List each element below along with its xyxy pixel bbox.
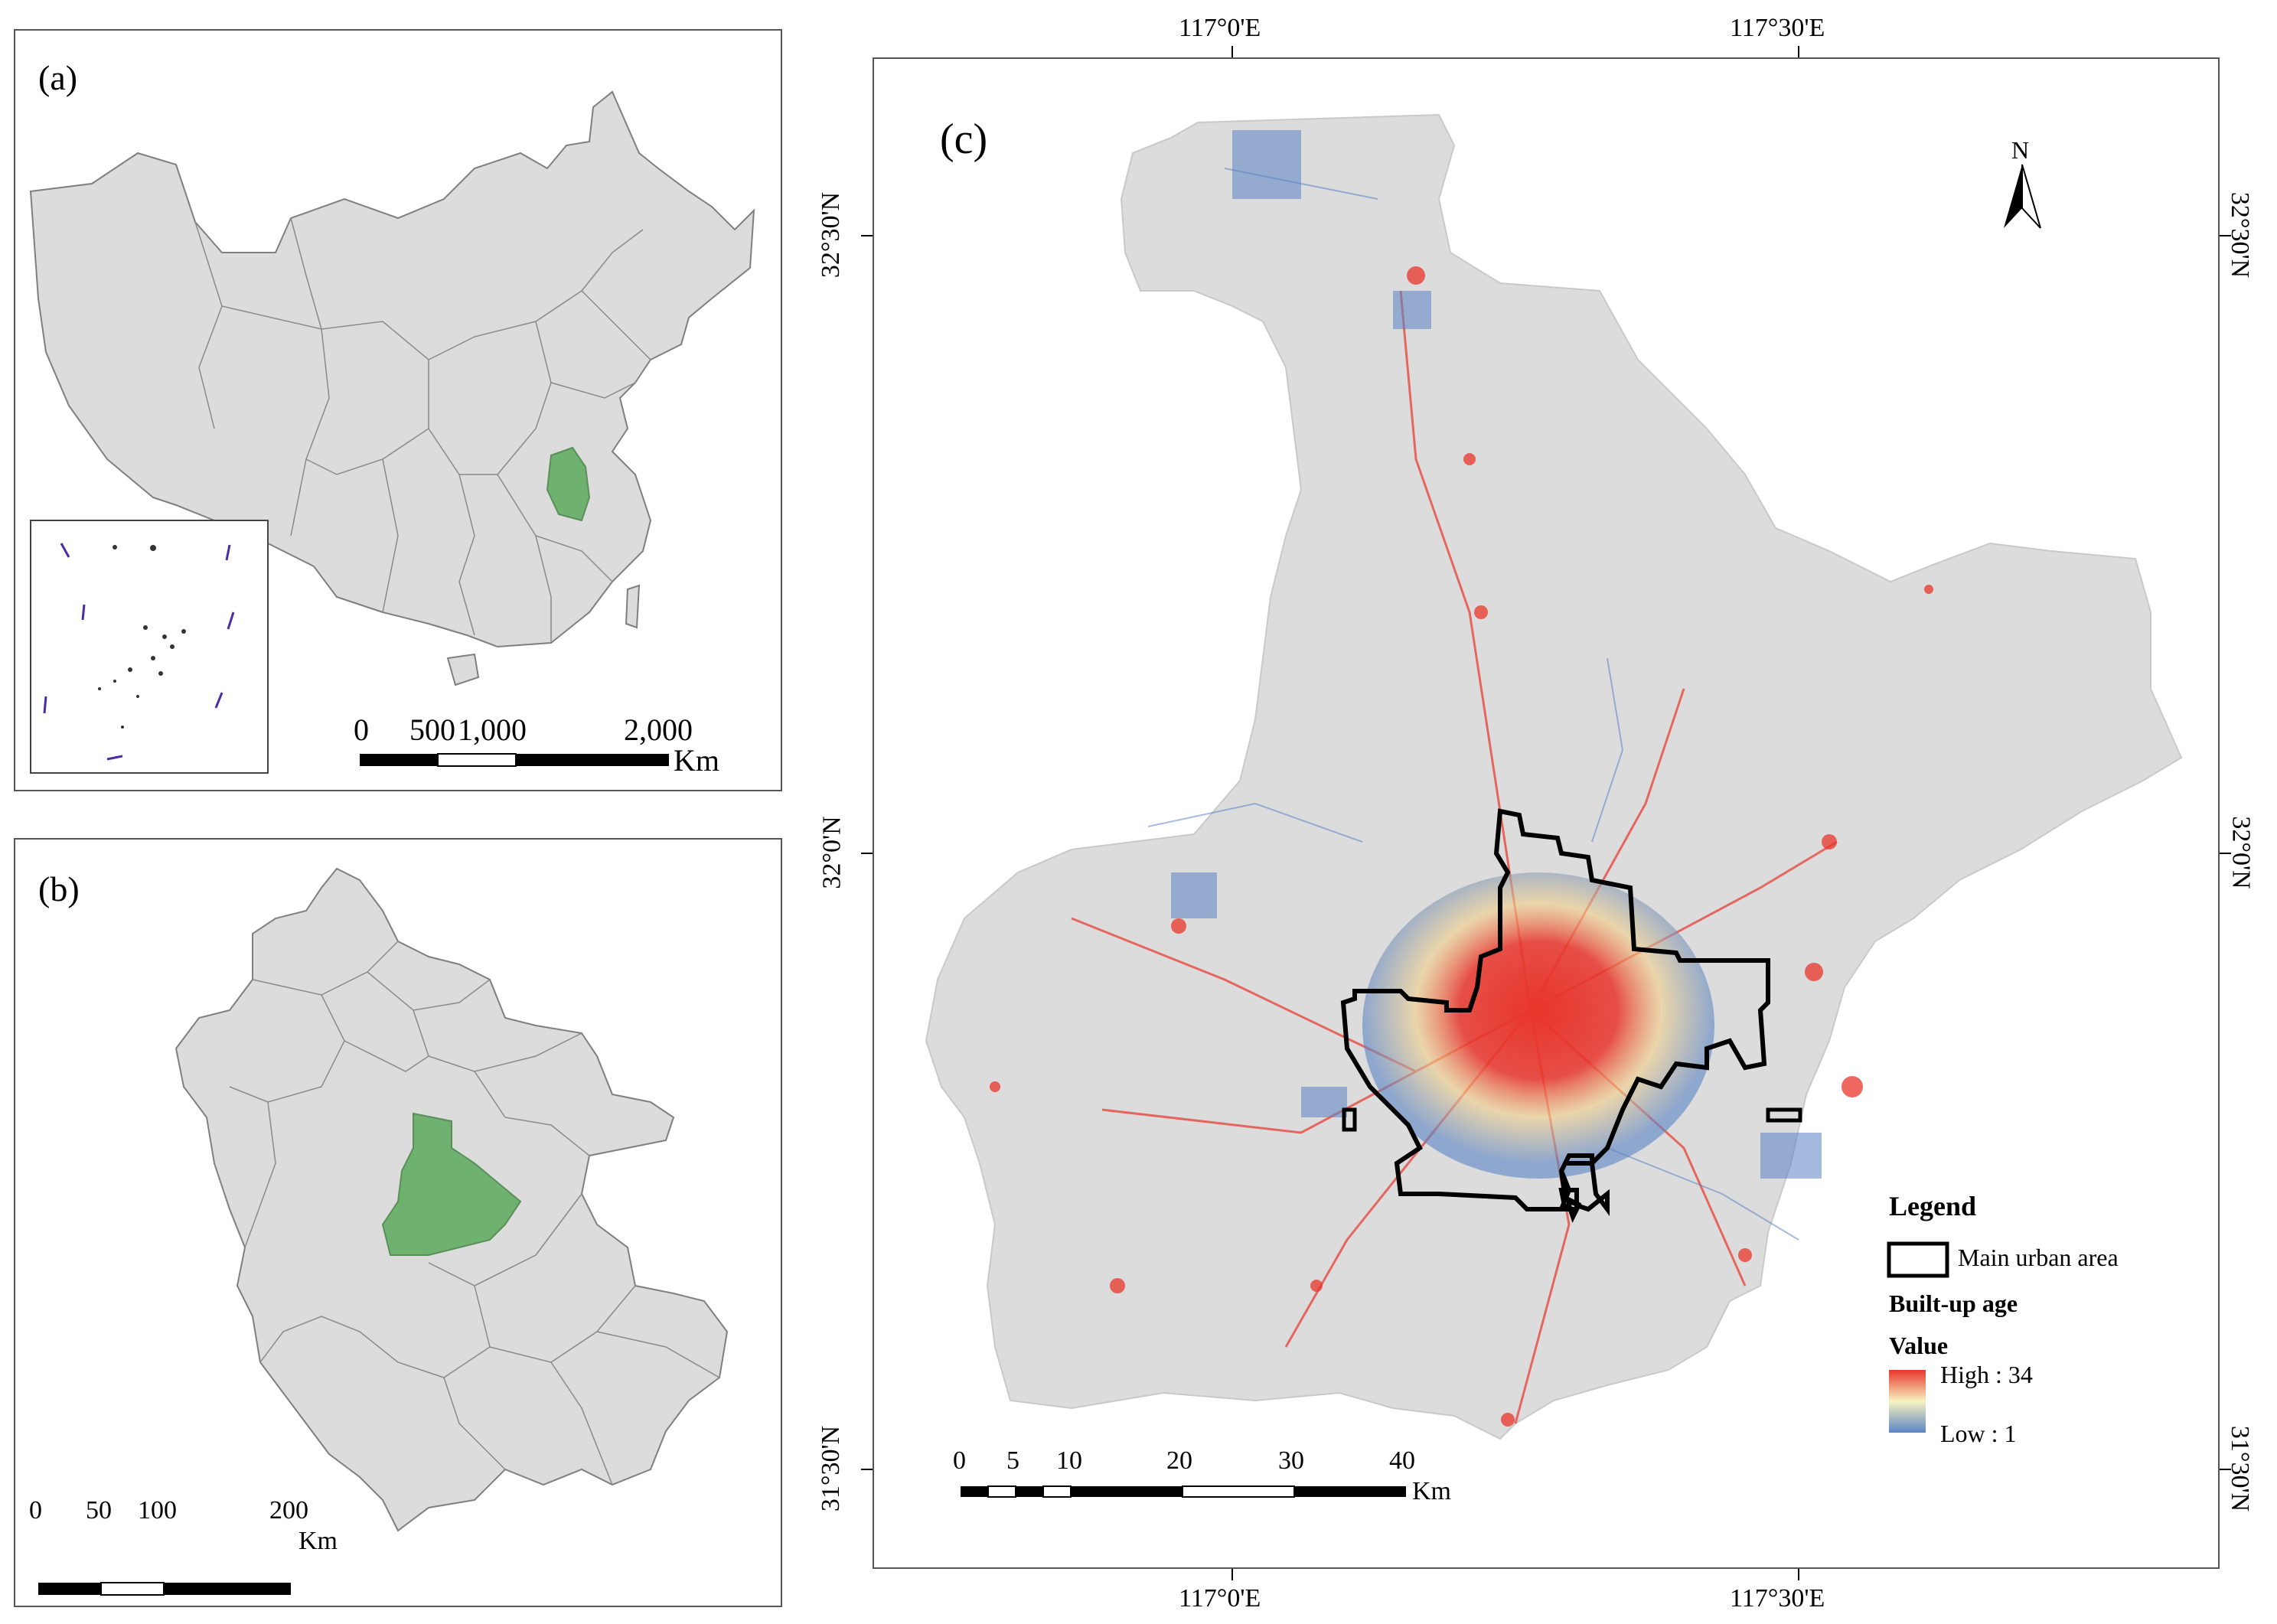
scale-a-tick-0: 0 <box>354 713 369 747</box>
panel-c-label: (c) <box>940 116 988 163</box>
main-urban-area-boundary <box>1340 808 1770 1223</box>
scale-c-tick-0: 0 <box>953 1446 966 1475</box>
x-tick-bottom-117-30: 117°30'E <box>1730 1584 1825 1613</box>
x-tick-bottom-117-0: 117°0'E <box>1179 1584 1261 1613</box>
legend-high-label: High : 34 <box>1940 1361 2033 1388</box>
urban-islet-west <box>1342 1107 1357 1132</box>
scale-c-tick-10: 10 <box>1056 1446 1082 1475</box>
urban-core <box>1362 872 1714 1179</box>
scale-c-tick-30: 30 <box>1278 1446 1304 1475</box>
legend-title: Legend <box>1889 1191 1977 1221</box>
legend-age-ramp <box>1889 1370 1926 1433</box>
scale-b-tick-50: 50 <box>86 1496 112 1525</box>
scale-a-tick-2000: 2,000 <box>624 713 693 747</box>
scale-a-unit: Km <box>674 743 719 778</box>
y-tick-right-31-30: 31°30'N <box>2226 1425 2255 1512</box>
north-arrow-icon <box>2004 165 2022 228</box>
road-lines-blue <box>1147 168 1799 1241</box>
study-area-outline <box>925 113 2183 1440</box>
builtup-patches-blue <box>1171 130 1822 1179</box>
panel-b-label: (b) <box>38 869 80 908</box>
x-tick-top-117-0: 117°0'E <box>1179 14 1261 42</box>
anhui-highlight <box>546 446 591 522</box>
grid-ticks <box>861 46 2231 1580</box>
scale-a-tick-1000: 1,000 <box>458 713 527 747</box>
scale-c-unit: Km <box>1412 1477 1451 1505</box>
builtup-patches-red <box>990 266 1933 1427</box>
scale-c-tick-40: 40 <box>1389 1446 1415 1475</box>
north-label: N <box>2011 136 2030 164</box>
y-tick-left-31-30: 31°30'N <box>817 1425 846 1512</box>
inset-islands <box>98 545 186 729</box>
scale-c-tick-5: 5 <box>1006 1446 1019 1475</box>
legend-urban-label: Main urban area <box>1958 1244 2119 1271</box>
y-tick-left-32-30: 32°30'N <box>817 191 846 279</box>
legend-low-label: Low : 1 <box>1940 1420 2017 1447</box>
road-lines-red <box>1071 290 1838 1424</box>
province-lines <box>194 217 651 643</box>
scale-a-tick-500: 500 <box>409 713 455 747</box>
panel-a-label: (a) <box>38 58 78 97</box>
legend-value-title: Value <box>1889 1332 1949 1359</box>
hefei-highlight <box>381 1112 522 1256</box>
y-tick-right-32-30: 32°30'N <box>2226 191 2255 279</box>
scale-b-tick-100: 100 <box>138 1496 177 1525</box>
hainan-island <box>446 653 480 686</box>
nine-dash-line <box>43 543 235 761</box>
legend-builtup-title: Built-up age <box>1889 1290 2018 1317</box>
y-tick-left-32-0: 32°0'N <box>817 816 847 889</box>
scale-b-unit: Km <box>298 1527 338 1555</box>
x-tick-top-117-30: 117°30'E <box>1730 14 1825 42</box>
y-tick-right-32-0: 32°0'N <box>2226 816 2256 889</box>
south-china-sea-inset <box>30 520 269 774</box>
urban-islet-east <box>1766 1107 1802 1123</box>
anhui-city-lines <box>229 941 720 1485</box>
taiwan-island <box>625 584 641 629</box>
scale-b-tick-0: 0 <box>29 1496 42 1525</box>
scale-b-tick-200: 200 <box>269 1496 308 1525</box>
scale-c-tick-20: 20 <box>1166 1446 1192 1475</box>
legend-urban-swatch <box>1887 1241 1949 1278</box>
